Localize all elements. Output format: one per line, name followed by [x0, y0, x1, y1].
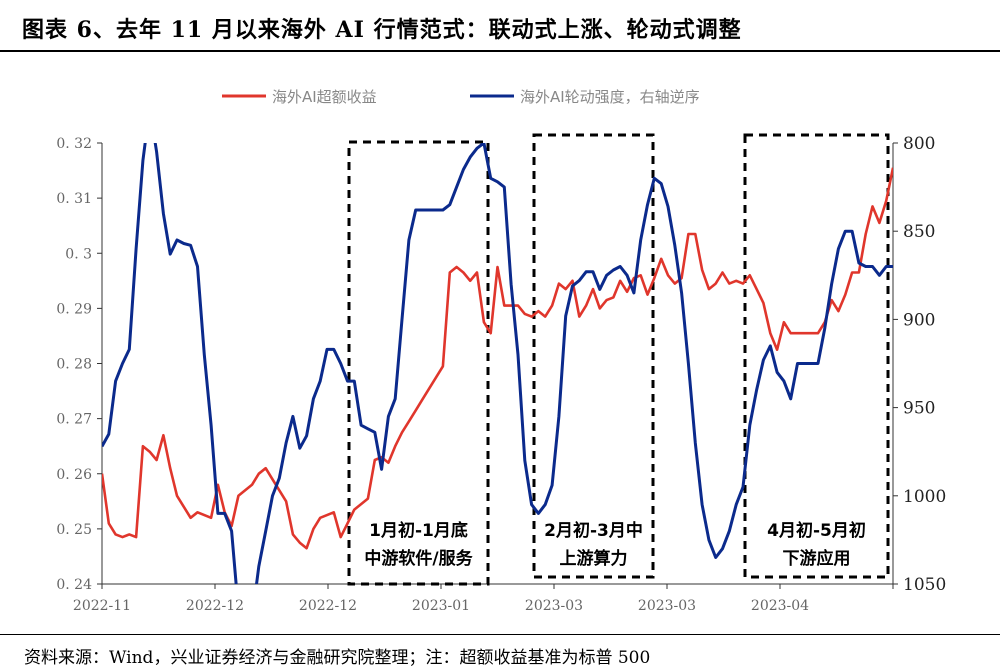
- right-tick-label: 800: [903, 134, 935, 154]
- annotation-period: 2月初-3月中: [544, 520, 643, 541]
- legend-label-blue: 海外AI轮动强度，右轴逆序: [520, 88, 700, 106]
- annotation-boxes: [347, 133, 890, 586]
- annotation-segment: 下游应用: [783, 548, 851, 569]
- right-tick-label: 850: [903, 222, 935, 242]
- left-tick-label: 0. 26: [56, 467, 92, 483]
- x-tick-label: 2022-12: [299, 598, 357, 614]
- x-tick-label: 2023-03: [638, 598, 696, 614]
- legend: 海外AI超额收益 海外AI轮动强度，右轴逆序: [222, 88, 700, 106]
- annotation-box: [347, 140, 490, 586]
- annotation-segment: 上游算力: [560, 548, 628, 569]
- chart-title: 图表 6、去年 11 月以来海外 AI 行情范式：联动式上涨、轮动式调整: [22, 17, 742, 43]
- right-tick-label: 950: [903, 399, 935, 419]
- x-tick-label: 2023-03: [525, 598, 583, 614]
- series-lines: [102, 143, 893, 584]
- right-tick-label: 1000: [903, 487, 946, 507]
- left-tick-label: 0. 32: [56, 136, 92, 152]
- annotation-segment: 中游软件/服务: [364, 548, 473, 569]
- annotation-box: [743, 133, 890, 579]
- right-tick-label: 900: [903, 310, 935, 330]
- left-tick-label: 0. 24: [56, 577, 92, 593]
- x-tick-label: 2022-12: [186, 598, 244, 614]
- annotation-period: 1月初-1月底: [369, 520, 468, 541]
- left-tick-label: 0. 3: [65, 246, 92, 262]
- series-line-excess-return: [102, 167, 893, 550]
- series-line-rotation-strength: [102, 143, 893, 584]
- left-tick-label: 0. 29: [56, 301, 92, 317]
- left-tick-label: 0. 31: [56, 191, 92, 207]
- x-tick-label: 2023-01: [412, 598, 470, 614]
- left-tick-label: 0. 28: [56, 357, 92, 373]
- x-tick-label: 2022-11: [73, 598, 131, 614]
- right-tick-label: 1050: [903, 575, 946, 595]
- source-note: 资料来源：Wind，兴业证券经济与金融研究院整理；注：超额收益基准为标普 500: [24, 648, 651, 668]
- annotation-period: 4月初-5月初: [767, 520, 866, 541]
- left-tick-label: 0. 27: [56, 412, 92, 428]
- chart-area: 海外AI超额收益 海外AI轮动强度，右轴逆序 0. 320. 310. 30. …: [56, 88, 946, 614]
- title-divider: [0, 50, 1000, 52]
- title-bar: 图表 6、去年 11 月以来海外 AI 行情范式：联动式上涨、轮动式调整: [0, 0, 1000, 50]
- footer-divider: [0, 634, 1000, 635]
- left-tick-label: 0. 25: [56, 522, 92, 538]
- axes: 0. 32 0. 31 0. 3 0. 29 0. 28 0. 27 0. 26 0. 25 0…: [56, 134, 946, 614]
- annotation-box: [532, 133, 655, 579]
- legend-label-red: 海外AI超额收益: [272, 88, 377, 106]
- x-tick-label: 2023-04: [751, 598, 809, 614]
